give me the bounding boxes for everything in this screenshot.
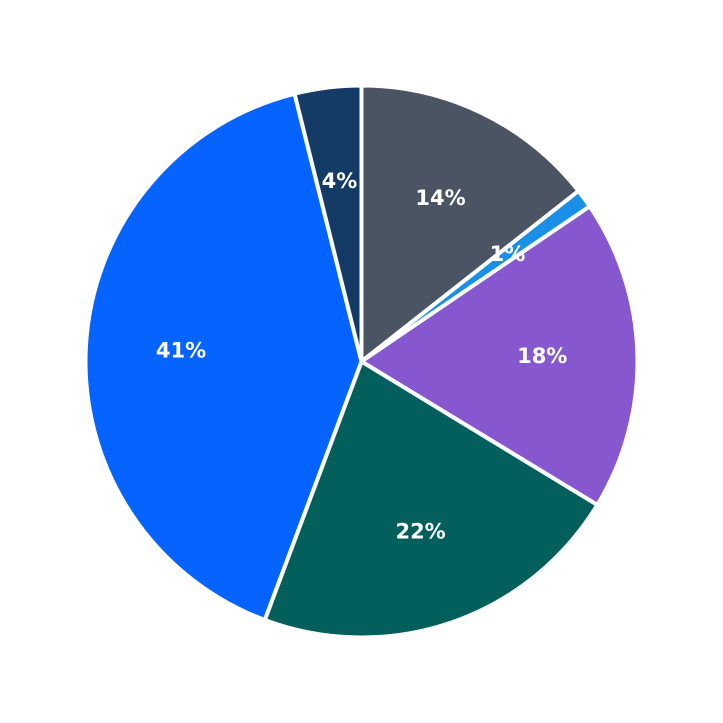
pie-slice-1 — [359, 83, 582, 366]
pie-slice-3 — [357, 203, 640, 508]
slices-layer — [83, 83, 640, 640]
labels-layer: 14% 1% 18% 22% 41% 4% — [156, 169, 567, 543]
pie-slice-4 — [262, 358, 601, 640]
slice-percent-label-6: 4% — [322, 169, 358, 193]
slice-percent-label-5: 41% — [156, 338, 206, 362]
pie-slice-5 — [83, 91, 364, 623]
slice-percent-label-4: 22% — [395, 519, 445, 543]
slice-percent-label-3: 18% — [517, 344, 567, 368]
pie-slice-6 — [292, 83, 364, 362]
slice-percent-label-1: 14% — [415, 186, 465, 210]
slice-percent-label-2: 1% — [490, 242, 526, 266]
